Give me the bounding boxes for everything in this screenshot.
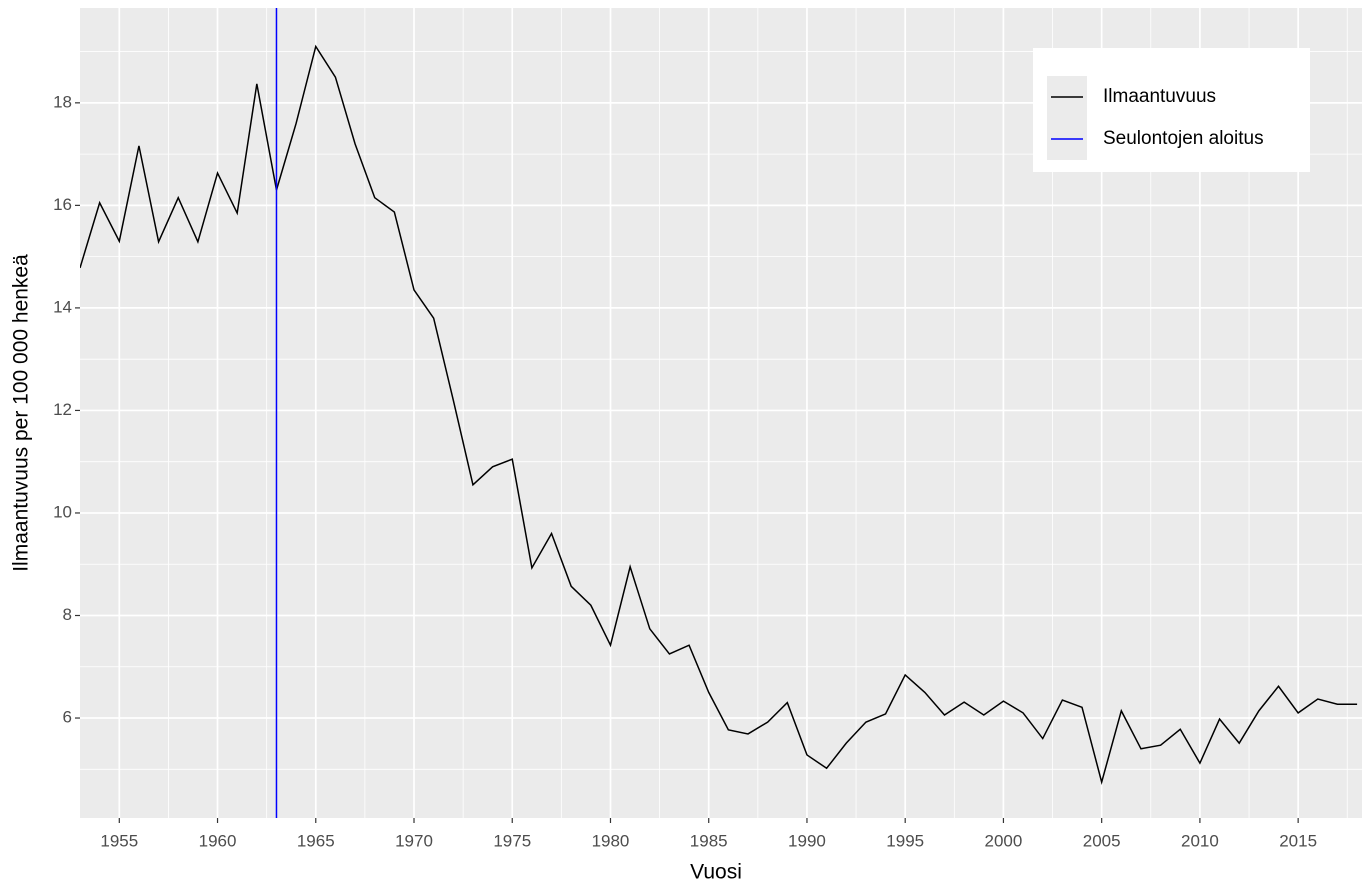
x-tick-label: 1980: [592, 831, 630, 850]
x-tick-label: 1985: [690, 831, 728, 850]
legend-label: Seulontojen aloitus: [1103, 128, 1264, 149]
x-tick-label: 2015: [1279, 831, 1317, 850]
x-tick-label: 1965: [297, 831, 335, 850]
x-tick-label: 1955: [100, 831, 138, 850]
y-tick-label: 14: [53, 297, 72, 316]
x-tick-label: 1960: [199, 831, 237, 850]
y-tick-label: 16: [53, 195, 72, 214]
x-tick-label: 1970: [395, 831, 433, 850]
y-tick-label: 8: [63, 605, 72, 624]
x-axis-title: Vuosi: [690, 861, 742, 884]
x-tick-label: 2005: [1083, 831, 1121, 850]
data-line: [80, 44, 1358, 785]
x-tick-label: 2000: [985, 831, 1023, 850]
x-tick-label: 1990: [788, 831, 826, 850]
legend-label: Ilmaantuvuus: [1103, 86, 1216, 107]
x-tick-label: 1995: [886, 831, 924, 850]
y-axis-title: Ilmaantuvuus per 100 000 henkeä: [10, 254, 33, 572]
y-tick-label: 6: [63, 708, 72, 727]
x-tick-label: 2010: [1181, 831, 1219, 850]
x-tick-label: 1975: [493, 831, 531, 850]
y-tick-label: 12: [53, 400, 72, 419]
y-tick-label: 18: [53, 92, 72, 111]
y-tick-label: 10: [53, 502, 72, 521]
